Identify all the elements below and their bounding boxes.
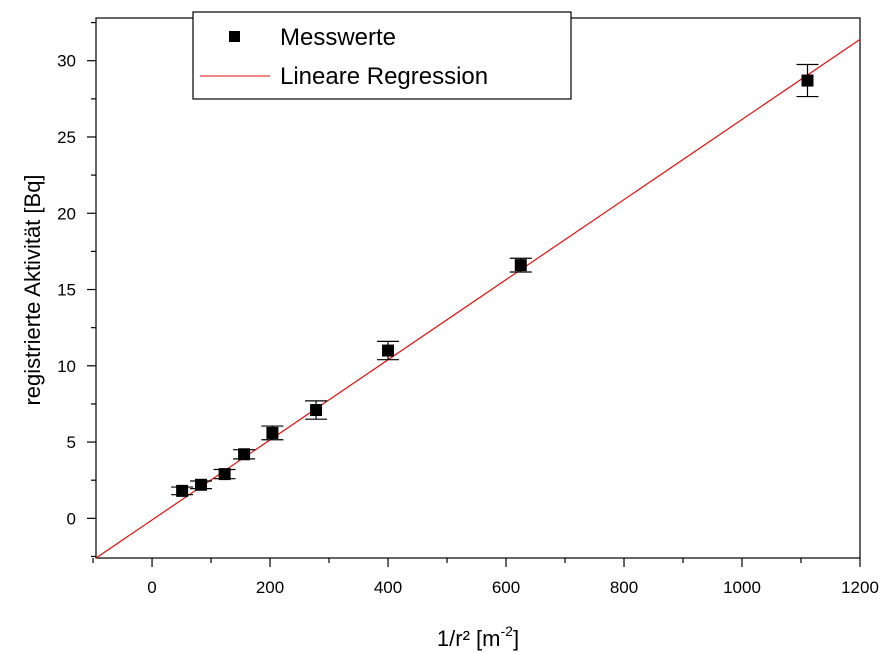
x-tick-label: 1000 xyxy=(723,578,761,597)
y-axis-title: registrierte Aktivität [Bq] xyxy=(20,174,45,405)
y-tick-label: 20 xyxy=(57,204,76,223)
y-tick-label: 15 xyxy=(57,281,76,300)
point-marker xyxy=(218,468,231,481)
data-point xyxy=(213,468,236,481)
y-tick-label: 5 xyxy=(67,433,76,452)
y-tick-label: 25 xyxy=(57,128,76,147)
y-tick-label: 0 xyxy=(67,509,76,528)
point-marker xyxy=(176,484,189,497)
data-point xyxy=(171,484,194,497)
point-marker xyxy=(514,259,527,272)
legend-box xyxy=(192,11,572,100)
regression-line xyxy=(95,38,861,559)
legend-label-messwerte: Messwerte xyxy=(280,24,396,51)
data-point xyxy=(377,340,400,361)
data-point xyxy=(305,400,328,420)
data-point xyxy=(796,63,819,98)
data-point xyxy=(233,448,256,461)
point-marker xyxy=(310,404,323,417)
point-marker xyxy=(801,74,814,87)
point-marker xyxy=(238,448,251,461)
x-tick-label: 600 xyxy=(492,578,520,597)
data-point xyxy=(261,425,284,441)
x-tick-label: 800 xyxy=(610,578,638,597)
x-tick-label: 400 xyxy=(374,578,402,597)
data-point xyxy=(190,478,213,491)
legend-label-regression: Lineare Regression xyxy=(280,63,488,90)
x-tick-label: 1200 xyxy=(841,578,879,597)
y-tick-label: 30 xyxy=(57,52,76,71)
series-layer xyxy=(95,38,861,559)
point-marker xyxy=(195,478,208,491)
legend-marker-messwerte xyxy=(229,31,240,42)
y-tick-label: 10 xyxy=(57,357,76,376)
x-tick-label: 200 xyxy=(256,578,284,597)
point-marker xyxy=(382,344,395,357)
data-point xyxy=(509,257,532,273)
x-tick-label: 0 xyxy=(147,578,156,597)
point-marker xyxy=(266,426,279,439)
x-axis-ticks: 0 200 400 600 800 1000 1200 xyxy=(92,558,879,597)
legend: Messwerte Lineare Regression xyxy=(192,11,572,100)
x-axis-title: 1/r² [m-2] xyxy=(437,623,519,651)
y-axis-ticks: 0 5 10 15 20 25 30 xyxy=(57,21,96,558)
